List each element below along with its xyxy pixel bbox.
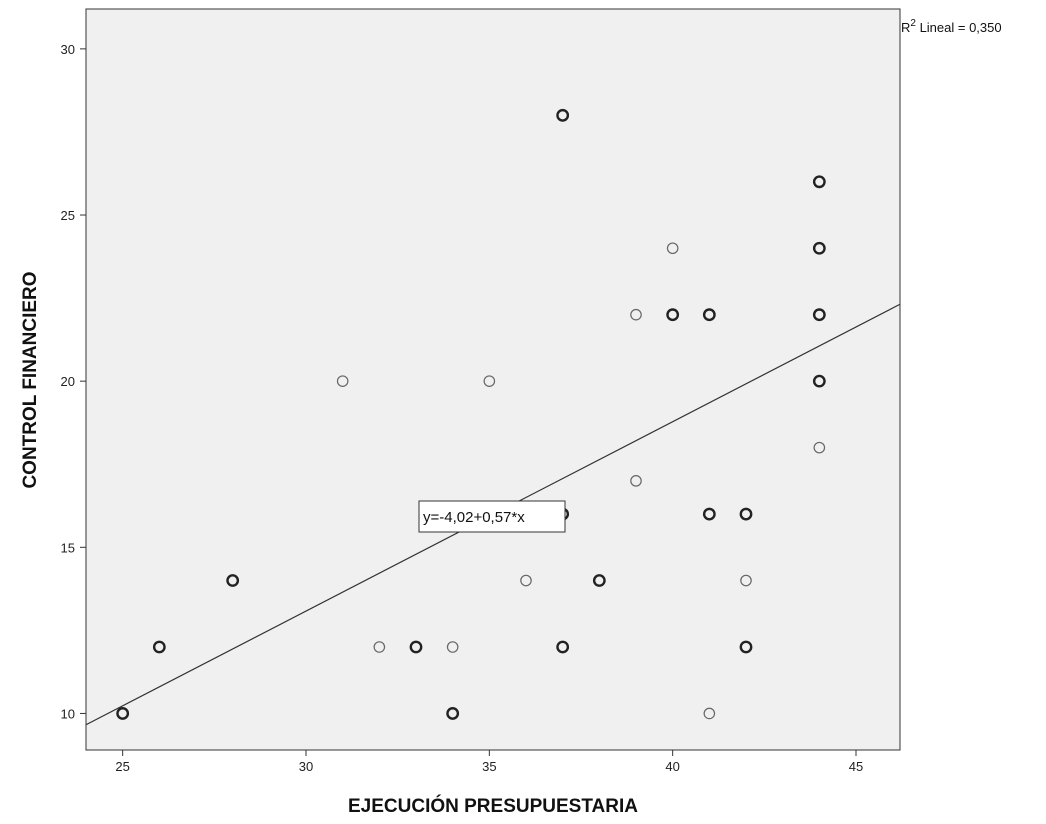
data-point — [812, 175, 826, 189]
data-point — [702, 507, 716, 521]
y-tick-label: 20 — [61, 374, 75, 389]
x-tick-label: 35 — [482, 759, 496, 774]
data-point — [739, 640, 753, 654]
equation-box — [418, 500, 566, 533]
data-point — [483, 375, 496, 387]
data-point — [813, 441, 826, 454]
data-point — [702, 308, 716, 322]
data-point — [556, 640, 570, 654]
data-point — [630, 308, 642, 321]
data-point — [446, 641, 459, 653]
y-tick-label: 25 — [61, 208, 75, 223]
data-point — [739, 507, 753, 521]
data-point — [336, 375, 349, 387]
data-point — [630, 475, 642, 487]
data-point — [666, 242, 679, 255]
x-tick-label: 30 — [299, 759, 313, 774]
data-point — [520, 574, 532, 587]
data-point — [446, 707, 460, 720]
x-tick-label: 45 — [849, 759, 863, 774]
x-tick-label: 25 — [115, 759, 129, 774]
data-point — [812, 308, 826, 322]
data-point — [226, 574, 240, 587]
data-point — [556, 108, 570, 122]
data-point — [812, 241, 826, 255]
data-point — [592, 574, 606, 587]
plot-area — [85, 8, 901, 751]
data-point — [152, 640, 166, 654]
data-point — [703, 707, 716, 720]
y-axis-title: CONTROL FINANCIERO — [20, 271, 41, 488]
data-point — [666, 308, 680, 322]
x-axis-title: EJECUCIÓN PRESUPUESTARIA — [348, 795, 638, 817]
y-tick-label: 15 — [61, 540, 75, 555]
data-point — [116, 707, 130, 720]
data-point — [740, 574, 752, 587]
data-point — [812, 374, 826, 388]
y-tick-label: 10 — [61, 706, 75, 721]
x-tick-label: 40 — [665, 759, 679, 774]
data-point — [409, 640, 423, 654]
y-tick-label: 30 — [61, 42, 75, 57]
data-point — [373, 641, 386, 653]
r2-label: R2 Lineal = 0,350 — [901, 18, 1002, 35]
equation-label: y=-4,02+0,57*x — [423, 509, 525, 526]
